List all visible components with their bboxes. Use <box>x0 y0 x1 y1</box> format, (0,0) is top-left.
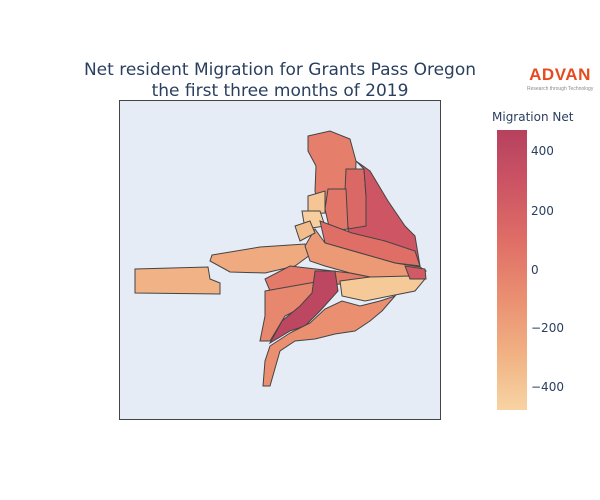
map-regions <box>134 130 428 387</box>
map-region-northwest-band[interactable] <box>209 243 311 274</box>
map-plot-area[interactable] <box>119 100 441 420</box>
colorbar <box>497 130 527 410</box>
map-region-west-strip[interactable] <box>134 266 221 295</box>
chart-title: Net resident Migration for Grants Pass O… <box>40 60 520 102</box>
advan-logo: ADVAN Research through Technology <box>527 65 593 92</box>
title-line-1: Net resident Migration for Grants Pass O… <box>83 60 477 80</box>
map-region-south-central[interactable] <box>268 270 339 345</box>
map-svg[interactable] <box>120 101 440 419</box>
logo-wordmark: ADVAN <box>529 65 591 84</box>
colorbar-tick: 400 <box>531 144 554 158</box>
title-line-2: the first three months of 2019 <box>151 81 409 101</box>
map-region-southeast[interactable] <box>339 275 426 302</box>
colorbar-tick: 0 <box>531 263 539 277</box>
logo-tagline: Research through Technology <box>527 86 594 92</box>
map-region-north-small-a[interactable] <box>307 190 326 215</box>
map-region-east-tip[interactable] <box>404 265 427 280</box>
map-region-north-west-small[interactable] <box>294 220 316 242</box>
colorbar-tick: 200 <box>531 204 554 218</box>
colorbar-tick: −400 <box>531 380 564 394</box>
map-region-south-lobe[interactable] <box>262 294 397 387</box>
colorbar-tick: −200 <box>531 321 564 335</box>
colorbar-title: Migration Net <box>492 110 574 124</box>
